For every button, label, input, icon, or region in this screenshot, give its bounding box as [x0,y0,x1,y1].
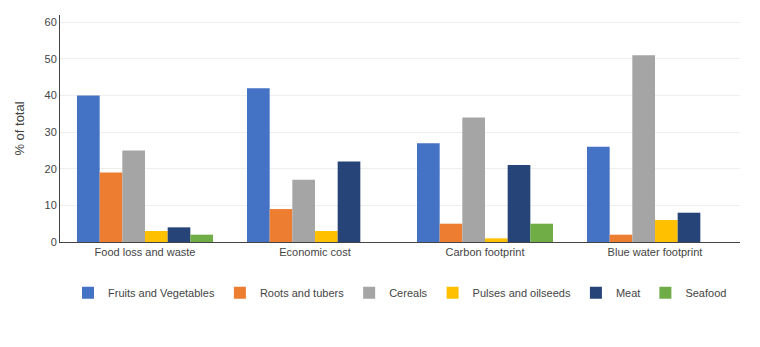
svg-text:Economic cost: Economic cost [279,246,351,258]
svg-text:Blue water footprint: Blue water footprint [608,246,703,258]
svg-text:Cereals: Cereals [389,287,427,299]
svg-text:Roots and tubers: Roots and tubers [260,287,344,299]
svg-text:% of total: % of total [12,101,27,155]
svg-text:0: 0 [51,236,57,248]
svg-text:60: 60 [45,16,57,28]
svg-text:Fruits and Vegetables: Fruits and Vegetables [108,287,215,299]
svg-text:10: 10 [45,199,57,211]
svg-text:Seafood: Seafood [685,287,726,299]
svg-text:Pulses and oilseeds: Pulses and oilseeds [473,287,571,299]
svg-text:40: 40 [45,89,57,101]
svg-text:Meat: Meat [616,287,640,299]
svg-text:Carbon footprint: Carbon footprint [446,246,525,258]
svg-text:30: 30 [45,126,57,138]
svg-text:Food loss and waste: Food loss and waste [95,246,196,258]
svg-text:20: 20 [45,163,57,175]
svg-text:50: 50 [45,53,57,65]
